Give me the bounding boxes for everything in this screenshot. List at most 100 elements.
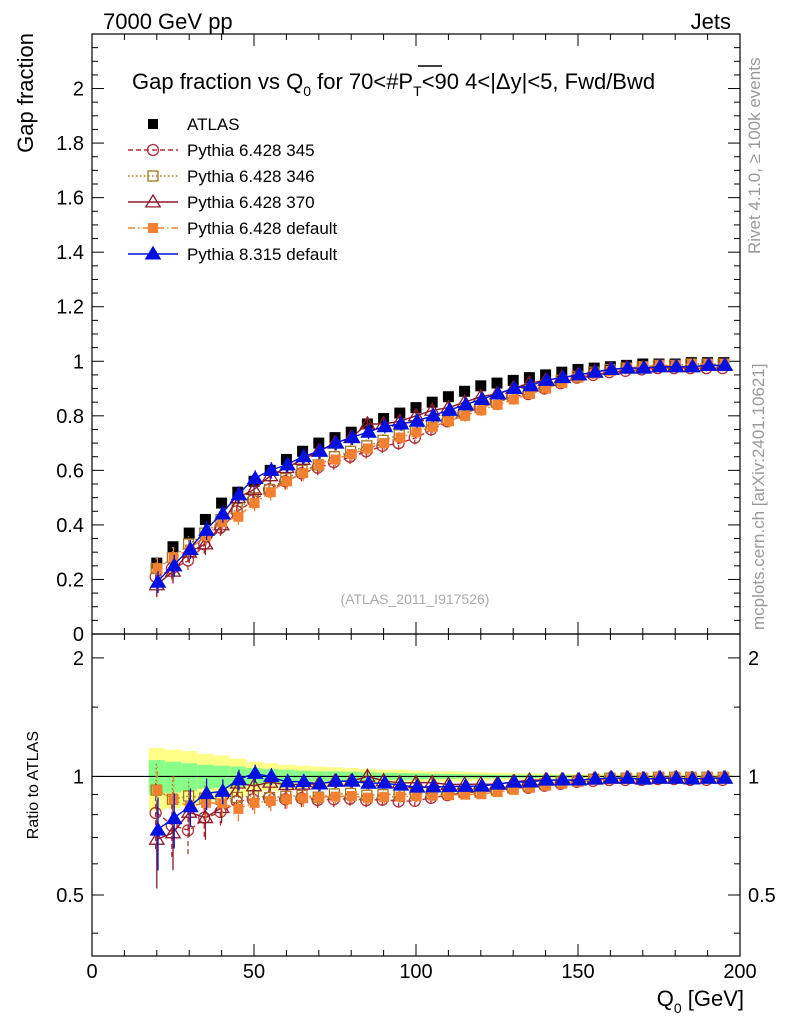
ratio-point: [230, 771, 248, 786]
y-tick-label: 0.8: [56, 406, 84, 428]
ratio-tick-label: 1: [73, 766, 84, 788]
point: [149, 573, 167, 588]
ratio-point: [570, 771, 588, 786]
point: [460, 410, 471, 421]
point: [392, 415, 410, 430]
point: [651, 358, 669, 373]
ratio-point: [541, 780, 552, 791]
y-axis-label: Gap fraction: [13, 33, 38, 153]
ratio-point: [344, 772, 361, 787]
legend-label: Pythia 6.428 370: [187, 193, 315, 212]
ratio-point: [149, 821, 167, 836]
y-tick-label: 1.4: [56, 242, 84, 264]
ratio-point: [525, 782, 535, 793]
point: [635, 359, 653, 374]
point: [411, 427, 422, 438]
ratio-point: [149, 806, 162, 820]
atlas-point: [475, 380, 487, 392]
ratio-point: [444, 790, 454, 801]
atlas-point: [199, 513, 211, 525]
legend-marker: [146, 143, 160, 157]
ratio-point: [408, 778, 426, 793]
series-line: [156, 363, 724, 570]
ratio-point: [460, 789, 471, 800]
point: [197, 535, 214, 550]
legend-marker: [144, 245, 162, 260]
point: [344, 429, 361, 444]
series-line: [156, 367, 724, 578]
ratio-point: [476, 789, 487, 800]
atlas-point: [459, 385, 471, 397]
ratio-point: [214, 783, 232, 797]
point: [265, 487, 276, 498]
legend-marker: [148, 223, 158, 233]
legend-entry-p345: Pythia 6.428 345: [128, 141, 315, 160]
ratio-point: [298, 793, 309, 804]
ratio-point: [587, 770, 604, 785]
point: [298, 468, 309, 479]
header-energy: 7000 GeV pp: [103, 9, 233, 34]
ratio-point: [508, 784, 519, 795]
point: [182, 541, 199, 555]
point: [473, 391, 491, 405]
ratio-point: [538, 771, 556, 786]
point: [246, 470, 264, 485]
point: [525, 389, 535, 399]
point: [587, 363, 604, 378]
ratio-point: [198, 785, 215, 800]
ratio-point: [425, 778, 442, 793]
ratio-point: [554, 771, 572, 786]
x-tick-label: 0: [86, 961, 97, 983]
series-line: [156, 364, 724, 583]
x-tick-label: 100: [399, 961, 432, 983]
ratio-point: [330, 791, 341, 802]
point: [346, 449, 357, 459]
ratio-point: [651, 769, 669, 784]
point: [233, 511, 244, 522]
ratio-point: [603, 769, 620, 784]
ratio-point: [427, 790, 438, 801]
ratio-point: [379, 792, 390, 803]
ratio-point: [197, 809, 214, 824]
point: [492, 399, 503, 410]
legend-entry-atlas: ATLAS: [148, 115, 240, 134]
point: [327, 434, 345, 449]
point: [363, 443, 373, 454]
series-line: [156, 364, 724, 586]
y-tick-label: 1.2: [56, 297, 84, 319]
rivet-version-label: Rivet 4.1.0, ≥ 100k events: [745, 58, 764, 254]
point: [311, 442, 329, 457]
point: [376, 418, 394, 433]
ratio-point: [635, 770, 653, 785]
ratio-point: [457, 778, 475, 792]
ratio-point: [411, 791, 422, 802]
ratio-point: [152, 785, 163, 796]
ratio-point: [181, 824, 195, 837]
legend-label: ATLAS: [187, 115, 240, 134]
point: [554, 369, 572, 384]
point: [330, 454, 341, 465]
ratio-point: [522, 773, 539, 788]
x-tick-label: 200: [723, 961, 756, 983]
mcplots-label: mcplots.cern.ch [arXiv:2401.10621]: [749, 364, 768, 630]
ratio-point: [392, 776, 410, 791]
point: [295, 448, 313, 463]
ratio-point: [346, 791, 357, 802]
point: [489, 385, 507, 400]
y-tick-label: 2: [73, 79, 84, 101]
ratio-point: [148, 831, 166, 845]
y-tick-label: 1.6: [56, 188, 84, 210]
legend-label: Pythia 8.315 default: [187, 245, 338, 264]
point: [425, 407, 442, 422]
legend-entry-p370: Pythia 6.428 370: [128, 193, 315, 212]
axes-frame: 0 50 100 150 200 0 0.2 0.4 0.6 0.8 1 1.2 1.4 1.6 1.8 2 0…: [56, 33, 776, 983]
ratio-point: [473, 777, 491, 792]
point: [198, 522, 215, 536]
legend-entry-p346: Pythia 6.428 346: [128, 167, 315, 186]
point: [360, 423, 377, 438]
point: [165, 557, 183, 572]
legend-marker: [148, 119, 158, 129]
ratio-tick-label: 0.5: [56, 885, 84, 907]
point: [684, 358, 701, 373]
